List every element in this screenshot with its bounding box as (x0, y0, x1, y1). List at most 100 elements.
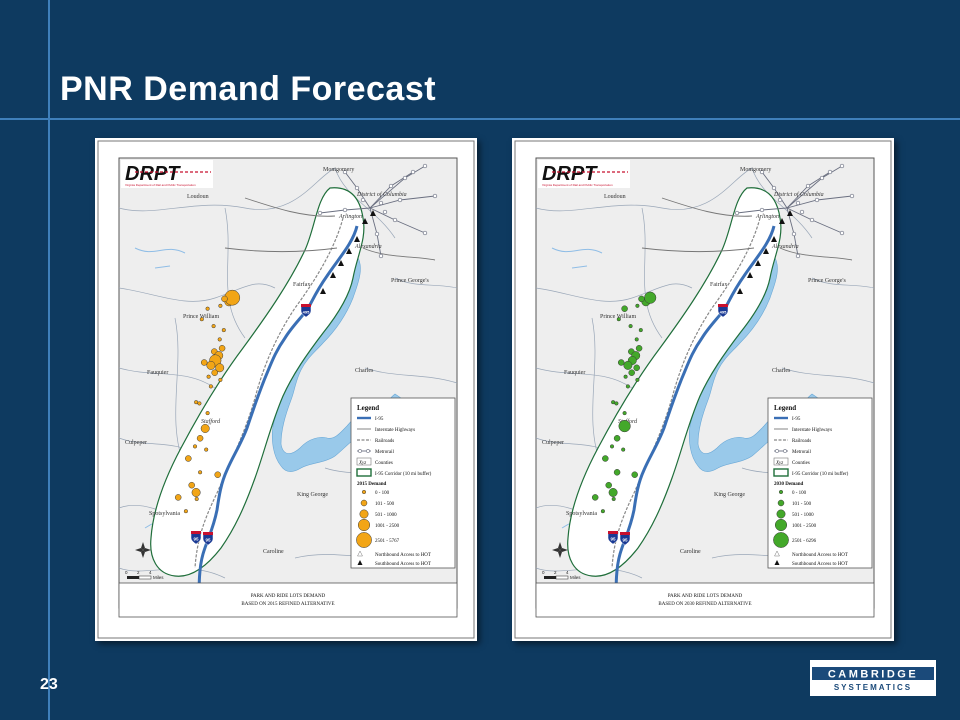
legend-demand-circle (356, 532, 372, 548)
svg-text:Railroads: Railroads (792, 439, 811, 444)
svg-text:Southbound Access to HOT: Southbound Access to HOT (375, 562, 431, 567)
pnr-lot-marker (185, 455, 192, 462)
svg-text:0: 0 (542, 570, 545, 575)
legend-demand-circle (361, 489, 367, 495)
pnr-lot-marker (621, 447, 626, 452)
label-arlington: Arlington (338, 214, 362, 220)
svg-text:Metrorail: Metrorail (792, 450, 811, 455)
label-dc: District of Columbia (356, 191, 407, 198)
svg-text:SYSTEMATICS: SYSTEMATICS (834, 683, 912, 692)
railroad (611, 217, 761, 569)
label-charles: Charles (355, 368, 374, 374)
svg-text:Virginia Department of Rail an: Virginia Department of Rail and Public T… (125, 183, 196, 187)
pnr-lot-marker (611, 496, 616, 502)
label-fairfax: Fairfax (293, 281, 310, 288)
slide-title: PNR Demand Forecast (60, 70, 437, 108)
pnr-lot-marker (625, 384, 630, 389)
legend-demand-class: 501 - 1000 (375, 513, 397, 518)
pnr-demand-points (174, 289, 241, 514)
pnr-lot-marker (197, 401, 202, 406)
metro-stations (734, 163, 855, 259)
interstate-shield-bottom: 95 (619, 532, 631, 546)
pnr-lot-marker (631, 471, 638, 478)
map-caption-line2: BASED ON 2015 REFINED ALTERNATIVE (241, 602, 334, 607)
pnr-lot-marker (618, 420, 631, 433)
label-fauquier: Fauquier (147, 370, 168, 376)
svg-text:Interstate Highways: Interstate Highways (792, 428, 832, 433)
pnr-lot-marker (623, 374, 628, 379)
label-prince-william: Prince William (600, 314, 636, 320)
pnr-lot-marker (608, 488, 618, 497)
pnr-lot-marker (614, 401, 619, 406)
pnr-lot-marker (208, 384, 213, 389)
railroad (194, 217, 344, 569)
compass-rose-icon (135, 542, 151, 558)
pnr-lot-marker (206, 374, 211, 379)
pnr-lot-marker (628, 369, 635, 376)
label-king-george: King George (714, 492, 745, 498)
pnr-lot-marker (205, 306, 210, 311)
legend-demand-circle (776, 509, 786, 519)
legend-demand-circle (360, 499, 368, 507)
pnr-lot-marker (218, 377, 223, 382)
pnr-lot-marker (634, 337, 639, 342)
map-caption-line2: BASED ON 2030 REFINED ALTERNATIVE (658, 602, 751, 607)
pnr-lot-marker (206, 360, 216, 370)
svg-text:I-95 Corridor (10 mi buffer): I-95 Corridor (10 mi buffer) (792, 472, 849, 477)
legend-demand-class: 1001 - 2500 (375, 524, 400, 529)
svg-text:Miles: Miles (570, 575, 581, 580)
pnr-lot-marker (635, 377, 640, 382)
pnr-lot-marker (218, 303, 223, 308)
pnr-lot-marker (628, 324, 633, 329)
legend-demand-class: 1001 - 2500 (792, 524, 817, 529)
pnr-lot-marker (211, 324, 216, 329)
svg-text:0: 0 (125, 570, 128, 575)
legend-demand-class: 101 - 500 (375, 502, 395, 507)
label-arlington: Arlington (755, 214, 779, 220)
svg-text:Interstate Highways: Interstate Highways (375, 428, 415, 433)
label-prince-william: Prince William (183, 314, 219, 320)
pnr-lot-marker (211, 369, 218, 376)
pnr-lot-marker (616, 317, 621, 322)
pnr-lot-marker (183, 509, 188, 514)
svg-text:CAMBRIDGE: CAMBRIDGE (828, 669, 918, 681)
legend-demand-circle (773, 532, 789, 548)
label-loudoun: Loudoun (604, 194, 626, 200)
legend-demand-class: 501 - 1000 (792, 513, 814, 518)
pnr-lot-marker (635, 303, 640, 308)
label-fairfax: Fairfax (710, 281, 727, 288)
svg-text:Southbound Access to HOT: Southbound Access to HOT (792, 562, 848, 567)
pnr-lot-marker (200, 424, 210, 433)
legend-demand-class: 0 - 100 (792, 491, 807, 496)
legend-demand-class: 2501 - 6296 (792, 539, 817, 544)
svg-text:95: 95 (205, 538, 211, 543)
svg-text:95: 95 (622, 538, 628, 543)
pnr-lot-marker (613, 435, 621, 442)
svg-text:Railroads: Railroads (375, 439, 394, 444)
interstate-shield-middle: 95 (190, 531, 202, 545)
pnr-demand-points (591, 291, 657, 514)
interstate-shield-middle: 95 (607, 531, 619, 545)
svg-text:4: 4 (566, 570, 569, 575)
label-spotsylvania: Spotsylvania (149, 511, 180, 517)
map-2015-panel: 495 95 Montgomery District of Columbia L… (95, 138, 477, 641)
metro-stations (317, 163, 438, 259)
pnr-lot-marker (199, 317, 204, 322)
map-legend: Legend I-95 Interstate Highways Railroad… (350, 397, 456, 569)
label-spotsylvania: Spotsylvania (566, 511, 597, 517)
legend-demand-circle (777, 499, 785, 507)
pnr-lot-marker (617, 359, 625, 366)
drpt-logo: DRPT Virginia Department of Rail and Pub… (121, 160, 213, 188)
svg-text:95: 95 (610, 537, 616, 542)
pnr-lot-marker (600, 509, 605, 514)
label-caroline: Caroline (680, 549, 701, 555)
legend-demand-circle (774, 518, 788, 532)
map-caption: PARK AND RIDE LOTS DEMAND BASED ON 2015 … (118, 582, 458, 618)
svg-text:Xyz: Xyz (775, 461, 783, 466)
svg-text:Counties: Counties (792, 461, 810, 466)
pnr-lot-marker (200, 359, 208, 366)
pnr-lot-marker (188, 481, 195, 489)
label-prince-georges: Prince George's (391, 278, 429, 284)
label-king-george: King George (297, 492, 328, 498)
svg-text:Virginia Department of Rail an: Virginia Department of Rail and Public T… (542, 183, 613, 187)
